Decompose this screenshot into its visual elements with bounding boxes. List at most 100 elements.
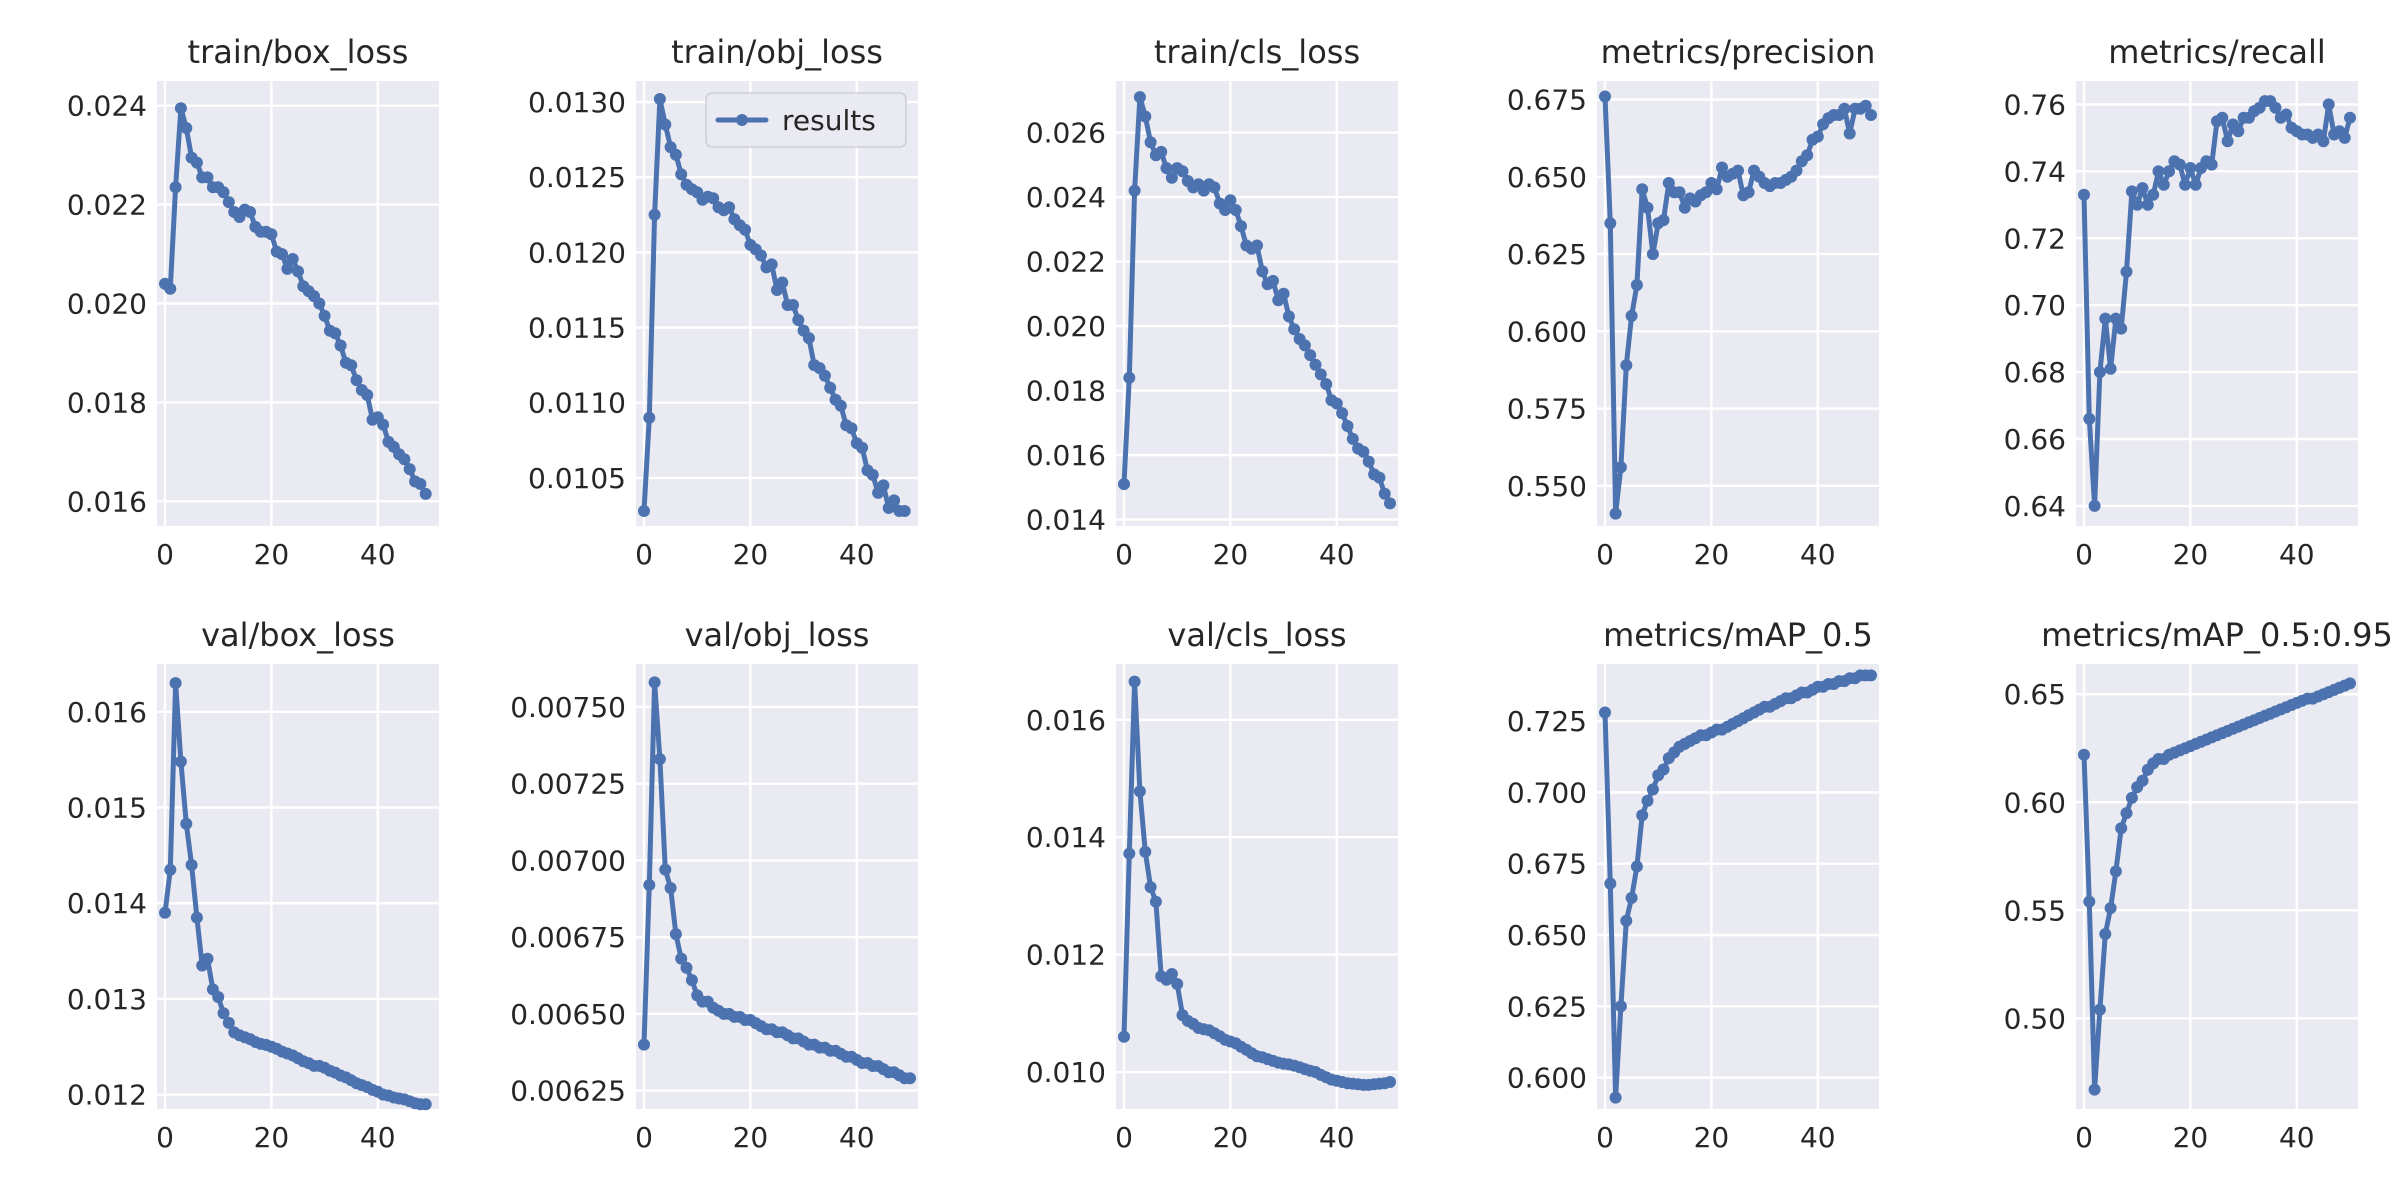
y-tick-label: 0.0120: [528, 236, 626, 269]
data-point: [1139, 110, 1152, 123]
y-tick-label: 0.72: [2004, 222, 2066, 255]
plot-area: [636, 664, 918, 1109]
data-point: [2099, 928, 2112, 940]
x-tick-label: 20: [733, 538, 769, 571]
data-point: [898, 505, 911, 517]
data-point: [669, 148, 682, 161]
data-point: [1742, 186, 1755, 199]
data-point: [2083, 895, 2096, 908]
data-point: [244, 206, 257, 218]
data-point: [1662, 177, 1675, 189]
data-point: [1620, 914, 1633, 927]
data-point: [159, 906, 171, 919]
y-tick-label: 0.625: [1507, 990, 1587, 1023]
x-tick-label: 0: [635, 538, 653, 571]
data-point: [1267, 274, 1279, 287]
y-tick-label: 0.50: [2004, 1002, 2066, 1035]
data-point: [723, 201, 736, 214]
data-point: [1646, 783, 1659, 796]
plot-area: [1116, 664, 1398, 1109]
data-point: [2184, 162, 2197, 174]
panel-metrics-map-0-5: 0 20 40 0.600 0.625 0.650 0.675 0.700 0.725 metri…: [1507, 616, 1879, 1154]
x-tick-label: 0: [1115, 538, 1133, 571]
data-point: [1149, 895, 1162, 908]
data-point: [361, 389, 374, 401]
y-tick-label: 0.00700: [510, 844, 626, 877]
data-point: [648, 676, 661, 689]
data-point: [2120, 265, 2133, 278]
data-point: [680, 961, 693, 974]
panel-title: metrics/recall: [2108, 33, 2326, 71]
y-tick-label: 0.65: [2004, 678, 2066, 711]
data-point: [1384, 1076, 1396, 1088]
data-point: [217, 1007, 230, 1020]
data-point: [659, 118, 672, 131]
data-point: [180, 817, 193, 830]
data-point: [1165, 968, 1178, 980]
data-point: [1384, 497, 1396, 510]
data-point: [904, 1072, 916, 1085]
data-point: [707, 192, 720, 205]
data-point: [329, 327, 342, 340]
panel-title: val/obj_loss: [685, 616, 870, 654]
panel-title: val/cls_loss: [1167, 616, 1346, 654]
data-point: [643, 411, 656, 424]
data-point: [675, 168, 688, 181]
data-point: [201, 171, 214, 184]
data-point: [2131, 198, 2144, 211]
y-tick-label: 0.022: [1026, 246, 1106, 279]
y-tick-label: 0.00675: [510, 921, 626, 954]
data-point: [755, 249, 767, 262]
y-tick-label: 0.64: [2004, 490, 2066, 523]
data-point: [190, 156, 203, 169]
y-tick-label: 0.016: [1026, 704, 1106, 737]
data-point: [2152, 165, 2165, 178]
data-point: [2280, 108, 2293, 121]
y-tick-label: 0.010: [1026, 1056, 1106, 1089]
data-point: [2344, 677, 2356, 690]
data-point: [2344, 111, 2356, 124]
data-point: [2104, 362, 2117, 375]
data-point: [1678, 201, 1691, 214]
panel-title: val/box_loss: [201, 616, 395, 654]
x-tick-label: 20: [2173, 538, 2209, 571]
data-point: [1155, 145, 1168, 158]
data-point: [1636, 183, 1649, 196]
data-point: [1859, 99, 1872, 112]
data-point: [1657, 214, 1670, 227]
y-tick-label: 0.725: [1507, 705, 1587, 738]
data-point: [866, 468, 879, 481]
x-tick-label: 0: [2075, 1121, 2093, 1154]
x-tick-label: 40: [839, 1121, 875, 1154]
y-tick-label: 0.550: [1507, 470, 1587, 503]
y-tick-label: 0.014: [1026, 504, 1106, 537]
y-tick-label: 0.0105: [528, 462, 626, 495]
panel-metrics-recall: 0 20 40 0.64 0.66 0.68 0.70 0.72 0.74 0.76 metrics…: [2004, 33, 2358, 571]
data-point: [2157, 178, 2170, 191]
panel-title: train/cls_loss: [1154, 33, 1360, 71]
panel-title: metrics/precision: [1601, 33, 1876, 71]
data-point: [1373, 471, 1386, 484]
data-point: [643, 879, 656, 891]
data-point: [1630, 860, 1643, 873]
data-point: [1609, 507, 1622, 520]
data-point: [398, 453, 411, 466]
plot-area: [1597, 664, 1879, 1109]
data-point: [1314, 368, 1327, 381]
data-point: [1171, 978, 1184, 990]
data-point: [174, 755, 187, 768]
data-point: [685, 974, 698, 987]
data-point: [2189, 178, 2202, 191]
data-point: [1235, 220, 1247, 233]
x-tick-label: 20: [1213, 1121, 1249, 1154]
data-point: [1357, 445, 1370, 458]
data-point: [1133, 785, 1146, 798]
data-point: [1801, 149, 1814, 162]
y-tick-label: 0.70: [2004, 289, 2066, 322]
y-tick-label: 0.700: [1507, 776, 1587, 809]
plot-area: [2076, 81, 2358, 526]
legend: results: [705, 92, 907, 148]
data-point: [664, 882, 677, 894]
data-point: [345, 359, 358, 372]
